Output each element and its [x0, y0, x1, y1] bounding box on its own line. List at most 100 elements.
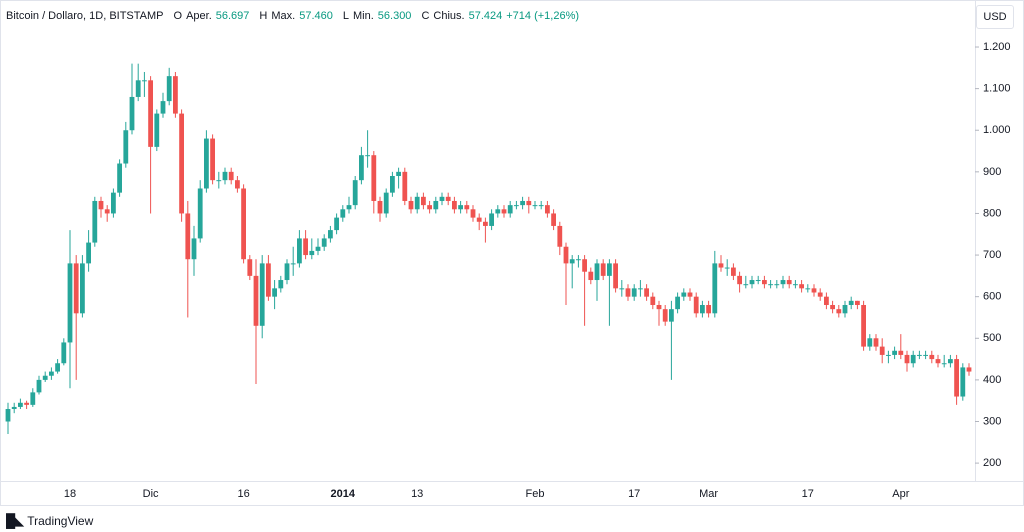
candle-body [421, 196, 426, 206]
candle-body [135, 80, 141, 97]
candle-body [681, 292, 687, 297]
candle-body [129, 96, 135, 131]
candle-body [173, 76, 178, 114]
candle-body [92, 200, 98, 243]
y-tick-label: 200 [983, 457, 1001, 469]
candle-body [402, 171, 408, 201]
candle-body [67, 263, 73, 343]
candle-body [191, 238, 197, 260]
candle-body [396, 171, 401, 177]
candle-body [495, 209, 501, 214]
candle-body [786, 280, 792, 285]
candle-body [278, 280, 284, 289]
candle-body [817, 292, 823, 297]
candle-body [855, 300, 860, 305]
candle-body [644, 288, 649, 297]
candle-body [61, 342, 67, 364]
candle-body [427, 205, 432, 210]
candle-body [842, 304, 848, 314]
candle-body [563, 246, 569, 264]
candle-body [104, 209, 110, 214]
candle-body [464, 205, 470, 210]
candle-body [166, 76, 172, 102]
candle-body [960, 367, 966, 397]
candle-body [836, 309, 842, 314]
candle-body [576, 259, 581, 261]
candle-body [365, 155, 370, 157]
legend-label: Aper. [186, 10, 212, 22]
candle-body [352, 180, 358, 206]
candle-body [768, 284, 773, 286]
candle-body [334, 217, 339, 231]
legend-value: 57.424 [468, 10, 503, 22]
x-tick-label: Apr [892, 488, 909, 500]
candle-body [706, 304, 711, 314]
brand-name: TradingView [27, 514, 94, 528]
candle-body [886, 354, 891, 356]
candle-body [551, 213, 556, 226]
candle-body [569, 259, 575, 264]
x-tick-label: 18 [64, 488, 76, 500]
candle-body [619, 288, 625, 290]
candle-body [762, 280, 767, 285]
y-tick-label: 600 [983, 291, 1001, 303]
candle-body [80, 263, 85, 314]
candle-body [390, 176, 395, 193]
x-tick-label: 17 [628, 488, 640, 500]
candle-body [290, 263, 296, 265]
candle-body [514, 205, 519, 207]
candle-body [470, 209, 476, 218]
candle-body [712, 263, 718, 314]
y-tick-label: 400 [983, 374, 1001, 386]
candle-body [700, 304, 705, 314]
candle-body [42, 375, 48, 380]
candle-body [111, 192, 116, 214]
y-tick-label: 1.000 [983, 124, 1011, 136]
legend-value: 56.300 [377, 10, 412, 22]
chart: 200 300 400 500 600 700 800 900 1.000 1.100 1.200 1… [0, 0, 1024, 500]
candle-body [24, 402, 29, 405]
candle-body [607, 263, 612, 276]
candle-body [662, 309, 668, 322]
brand: █◣ TradingView [6, 513, 93, 529]
candle-body [954, 359, 959, 397]
candle-body [613, 263, 618, 289]
legend-value: 57.460 [299, 10, 333, 22]
candle-body [197, 188, 203, 239]
candle-body [693, 296, 699, 314]
candle-body [948, 359, 953, 364]
candle-body [123, 130, 129, 164]
candle-body [216, 180, 222, 182]
candle-body [266, 263, 271, 297]
candle-body [793, 284, 798, 286]
candle-body [774, 284, 780, 286]
candle-body [297, 238, 302, 264]
candle-body [824, 296, 829, 305]
candle-body [737, 275, 742, 285]
x-tick-label: 17 [802, 488, 814, 500]
candle-body [532, 205, 538, 207]
legend-label: Chius. [433, 10, 465, 22]
candle-body [588, 271, 594, 281]
candle-body [805, 288, 811, 290]
candle-body [253, 275, 259, 326]
candle-body [73, 263, 79, 314]
legend-key: O [173, 10, 183, 22]
candle-body [724, 267, 730, 269]
candle-body [359, 155, 364, 181]
candle-body [910, 354, 916, 364]
candle-body [687, 292, 693, 297]
currency-button[interactable]: USD [976, 5, 1014, 29]
candle-body [861, 304, 866, 347]
candle-body [247, 259, 253, 276]
candle-body [228, 171, 234, 181]
candle-body [36, 379, 42, 393]
y-tick-label: 1.200 [983, 41, 1011, 53]
candle-body [259, 263, 265, 326]
candle-body [383, 192, 389, 214]
y-tick-label: 900 [983, 166, 1001, 178]
candle-body [315, 246, 321, 251]
candle-body [600, 263, 606, 276]
candle-body [377, 200, 383, 214]
